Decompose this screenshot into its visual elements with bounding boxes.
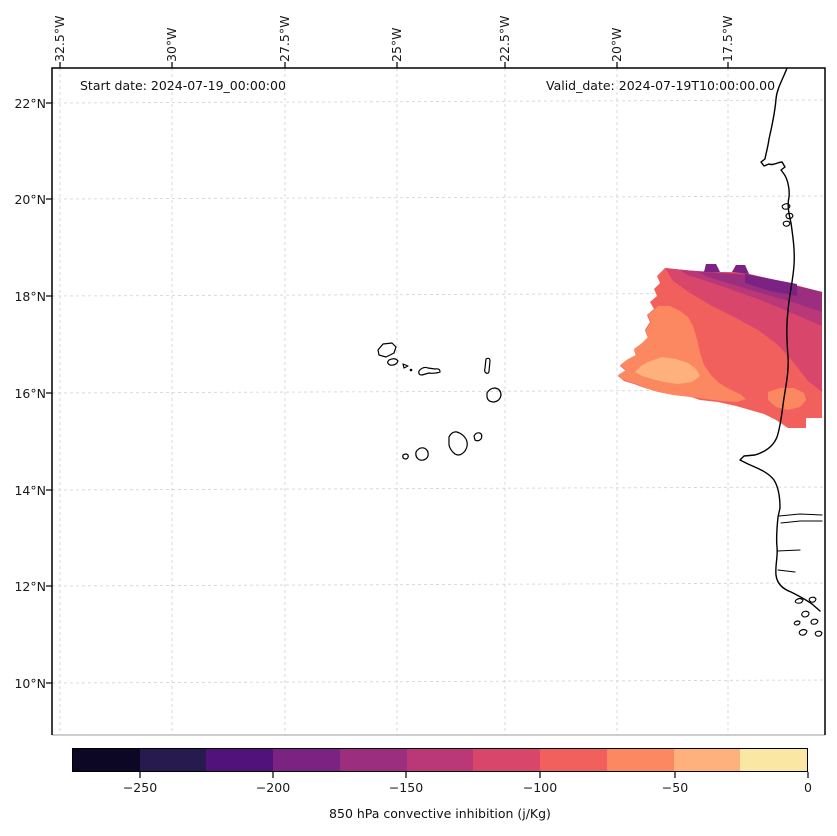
island-fogo	[415, 447, 429, 461]
island-santo-antao	[377, 342, 397, 358]
valid-date-annotation: Valid_date: 2024-07-19T10:00:00.00	[546, 78, 776, 93]
lon-tick-label: 25°W	[389, 27, 404, 62]
cape-verde-islands	[377, 342, 502, 461]
lon-tick-label: 17.5°W	[720, 15, 735, 62]
cin-band--200--175-bump	[732, 265, 749, 274]
axis-ticks	[46, 62, 729, 684]
banc-darguin-islets	[781, 203, 794, 227]
cin-band--200--175-strip	[745, 274, 797, 296]
cin-band--150--125	[680, 270, 822, 326]
colorbar-segment	[740, 749, 808, 771]
colorbar-segment	[406, 749, 474, 771]
africa-coastline	[739, 67, 823, 637]
bijagos-islands	[793, 596, 823, 637]
colorbar-segment	[606, 749, 674, 771]
island-sao-nicolau	[418, 366, 441, 376]
colorbar-axis-label: 850 hPa convective inhibition (j/Kg)	[329, 806, 551, 821]
island-sao-vicente	[387, 358, 399, 366]
island-boa-vista	[486, 387, 502, 403]
lat-tick-label: 10°N	[14, 676, 46, 691]
cin-band--175--150	[698, 272, 822, 312]
colorbar-tick-label: 0	[804, 780, 812, 795]
colorbar-tick-label: −200	[255, 780, 291, 795]
lat-tick-label: 18°N	[14, 289, 46, 304]
cin-band--200--175-bump	[704, 264, 720, 272]
colorbar-segment	[339, 749, 407, 771]
island-brava	[402, 453, 409, 460]
gambia-river	[778, 513, 823, 524]
lat-tick-label: 12°N	[14, 579, 46, 594]
islet-dot	[409, 368, 413, 372]
start-date-annotation: Start date: 2024-07-19_00:00:00	[80, 78, 286, 93]
island-sal	[484, 357, 491, 374]
colorbar-tick-label: −50	[661, 780, 689, 795]
colorbar-segment	[673, 749, 741, 771]
island-santa-luzia	[402, 363, 409, 369]
colorbar	[72, 748, 808, 772]
map-frame	[51, 67, 826, 736]
colorbar-segment	[73, 749, 140, 771]
lat-tick-label: 14°N	[14, 483, 46, 498]
lon-tick-label: 20°W	[609, 27, 624, 62]
colorbar-segment	[139, 749, 207, 771]
cin-band--100--75	[618, 264, 822, 428]
cin-band--125--100	[665, 268, 822, 392]
colorbar-tick-label: −150	[388, 780, 424, 795]
lat-tick-label: 20°N	[14, 192, 46, 207]
lon-tick-label: 27.5°W	[277, 15, 292, 62]
colorbar-segment	[540, 749, 607, 771]
cin-filled-contours	[618, 264, 822, 428]
colorbar-tick-label: −250	[122, 780, 158, 795]
lon-tick-label: 32.5°W	[52, 15, 67, 62]
casamance-inlets	[776, 549, 801, 573]
colorbar-segment	[473, 749, 541, 771]
colorbar-ticks	[139, 772, 809, 778]
colorbar-segment	[273, 749, 340, 771]
cin-band--50--25-patch	[635, 357, 700, 384]
island-santiago	[448, 431, 468, 456]
cin-band--75--50-coast-patch	[768, 388, 806, 410]
colorbar-tick-label: −100	[522, 780, 558, 795]
cin-band--75--50-west-lobe	[618, 306, 746, 402]
lat-tick-label: 22°N	[14, 96, 46, 111]
lon-tick-label: 30°W	[164, 27, 179, 62]
island-maio	[473, 432, 483, 442]
lon-tick-label: 22.5°W	[497, 15, 512, 62]
lat-tick-label: 16°N	[14, 386, 46, 401]
colorbar-segment	[206, 749, 274, 771]
gridlines	[51, 68, 826, 735]
